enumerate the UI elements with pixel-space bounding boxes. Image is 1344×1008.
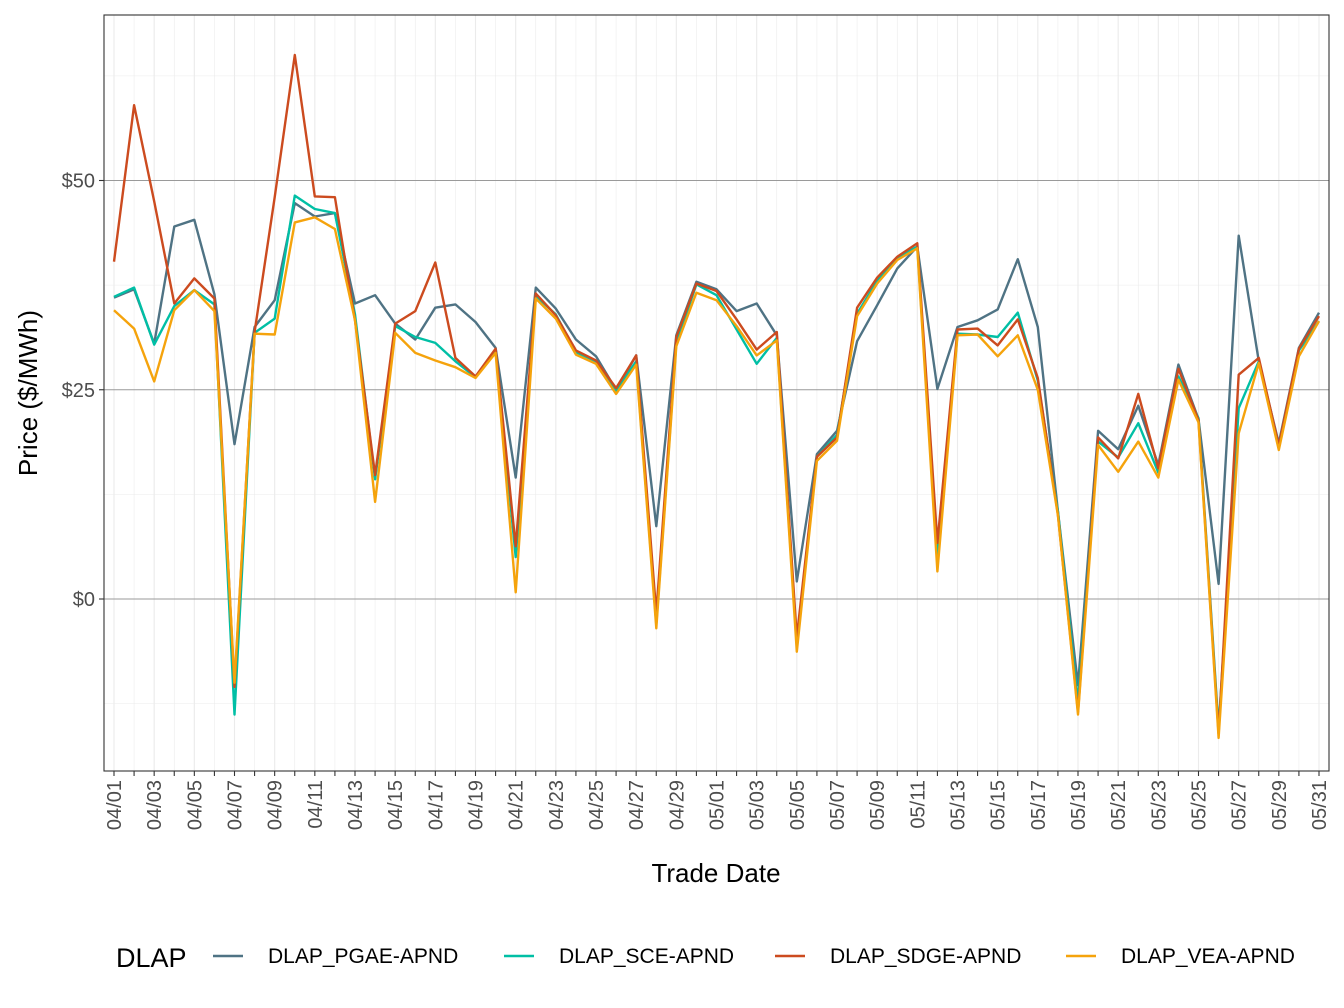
y-tick-label: $0 <box>73 589 95 611</box>
legend-items: DLAP_PGAE-APND DLAP_SCE-APND DLAP_SDGE-APN… <box>213 945 1295 968</box>
legend-item: DLAP_PGAE-APND <box>213 945 458 968</box>
axes: $0 $25 $50 04/01 04/03 04/05 04/07 04/09 04/11 04… <box>62 171 1331 831</box>
x-tick-label: 04/17 <box>425 780 447 830</box>
legend: DLAP DLAP_PGAE-APND DLAP_SCE-APND DLAP_SDG… <box>116 943 1295 973</box>
legend-item: DLAP_VEA-APND <box>1066 945 1295 968</box>
legend-label: DLAP_SCE-APND <box>559 945 734 968</box>
y-tick-label: $50 <box>62 171 95 193</box>
series-line-DLAP_SDGE-APND <box>112 53 1321 735</box>
x-tick-label: 04/11 <box>305 780 327 829</box>
y-tick-label: $25 <box>62 380 95 402</box>
x-tick-label: 04/23 <box>546 780 568 830</box>
x-tick-label: 05/29 <box>1269 780 1291 830</box>
x-tick-label: 05/09 <box>867 780 889 830</box>
x-tick-label: 05/13 <box>948 780 970 830</box>
x-tick-label: 05/17 <box>1028 780 1050 830</box>
x-tick-label: 04/05 <box>184 780 206 830</box>
x-tick-label: 05/27 <box>1229 780 1251 830</box>
x-tick-label: 04/13 <box>345 780 367 830</box>
legend-title: DLAP <box>116 943 187 973</box>
x-tick-label: 05/31 <box>1309 780 1331 830</box>
x-tick-label: 04/15 <box>385 780 407 830</box>
x-tick-label: 05/15 <box>988 780 1010 830</box>
x-tick-label: 05/07 <box>827 780 849 830</box>
x-tick-label: 04/07 <box>225 780 247 830</box>
x-tick-label: 04/25 <box>586 780 608 830</box>
x-tick-label: 05/11 <box>907 780 929 829</box>
x-tick-label: 05/03 <box>747 780 769 830</box>
series-line-DLAP_VEA-APND <box>113 216 1321 740</box>
x-tick-label: 04/27 <box>626 780 648 830</box>
x-tick-label: 04/09 <box>265 780 287 830</box>
legend-label: DLAP_PGAE-APND <box>268 945 458 968</box>
x-tick-label: 05/21 <box>1108 780 1130 830</box>
legend-item: DLAP_SDGE-APND <box>775 945 1021 968</box>
y-axis-title: Price ($/MWh) <box>13 310 43 476</box>
x-tick-label: 05/05 <box>787 780 809 830</box>
x-tick-label: 04/29 <box>666 780 688 830</box>
x-tick-label: 05/19 <box>1068 780 1090 830</box>
legend-item: DLAP_SCE-APND <box>504 945 734 968</box>
x-tick-label: 04/21 <box>506 780 528 830</box>
x-tick-label: 04/01 <box>104 780 126 830</box>
x-tick-label: 05/25 <box>1189 780 1211 830</box>
series-lines <box>112 53 1321 740</box>
x-tick-label: 04/19 <box>466 780 488 830</box>
x-tick-label: 05/23 <box>1148 780 1170 830</box>
x-tick-label: 05/01 <box>707 780 729 830</box>
legend-label: DLAP_SDGE-APND <box>830 945 1021 968</box>
x-tick-label: 04/03 <box>144 780 166 830</box>
legend-label: DLAP_VEA-APND <box>1121 945 1295 968</box>
grid-lines <box>104 15 1329 771</box>
x-axis-title: Trade Date <box>651 858 780 888</box>
